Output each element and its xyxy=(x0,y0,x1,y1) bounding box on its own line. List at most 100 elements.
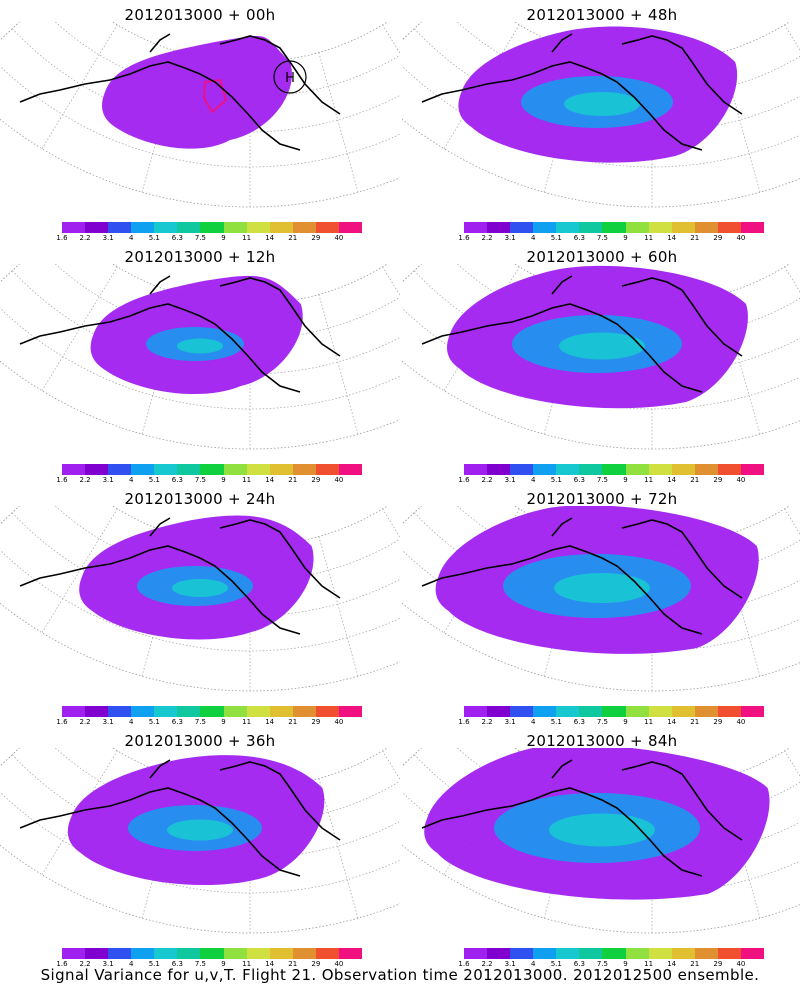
colorbar-swatch xyxy=(579,464,603,475)
colorbar-tick-label: 29 xyxy=(311,960,321,968)
colorbar-ticks: 1.6 2.2 3.1 4 5.1 6.3 7.5 9 11 14 21 29 40 xyxy=(458,234,764,244)
colorbar-swatch xyxy=(487,706,511,717)
colorbar xyxy=(464,464,765,475)
colorbar-tick-label: 40 xyxy=(736,718,746,726)
colorbar-tick-label: 21 xyxy=(690,718,700,726)
latitude-line xyxy=(456,264,800,340)
colorbar-swatch xyxy=(487,948,511,959)
colorbar-ticks: 1.6 2.2 3.1 4 5.1 6.3 7.5 9 11 14 21 29 40 xyxy=(56,960,362,970)
colorbar-tick-label: 9 xyxy=(221,718,226,726)
forecast-panel: 2012013000 + 12h 1.6 2.2 3.1 4 5.1 6.3 7.5 9 11 14… xyxy=(0,242,400,484)
meridian-line xyxy=(382,508,400,539)
colorbar-swatch xyxy=(740,222,765,233)
colorbar-tick-label: 14 xyxy=(265,234,275,242)
colorbar-swatch xyxy=(694,706,718,717)
latitude-line xyxy=(456,22,800,98)
colorbar-swatch xyxy=(85,948,109,959)
colorbar-tick-label: 1.6 xyxy=(458,234,470,242)
colorbar-swatch xyxy=(269,948,293,959)
colorbar-swatch xyxy=(602,222,626,233)
colorbar-tick-label: 14 xyxy=(265,718,275,726)
colorbar-tick-label: 2.2 xyxy=(79,476,91,484)
meridian-line xyxy=(318,52,359,193)
colorbar-swatch xyxy=(556,948,580,959)
colorbar-tick-label: 2.2 xyxy=(481,718,493,726)
colorbar-ticks: 1.6 2.2 3.1 4 5.1 6.3 7.5 9 11 14 21 29 40 xyxy=(56,476,362,486)
colorbar-tick-label: 11 xyxy=(242,234,252,242)
variance-field-high xyxy=(549,813,655,847)
colorbar-swatch xyxy=(338,948,363,959)
colorbar-swatch xyxy=(85,222,109,233)
colorbar-swatch xyxy=(556,464,580,475)
latitude-line xyxy=(0,791,400,894)
latitude-line xyxy=(54,22,400,98)
colorbar-tick-label: 40 xyxy=(334,718,344,726)
colorbar-tick-label: 11 xyxy=(644,234,654,242)
colorbar-swatch xyxy=(177,948,201,959)
colorbar-swatch xyxy=(200,464,224,475)
colorbar-swatch xyxy=(200,948,224,959)
forecast-panel: 2012013000 + 24h 1.6 2.2 3.1 4 5.1 6.3 7.5 9 11 14… xyxy=(0,484,400,726)
colorbar-tick-label: 2.2 xyxy=(79,234,91,242)
colorbar-tick-label: 21 xyxy=(288,476,298,484)
colorbar-swatch xyxy=(338,222,363,233)
colorbar-swatch xyxy=(510,948,534,959)
colorbar-swatch xyxy=(338,464,363,475)
colorbar-swatch xyxy=(246,706,270,717)
forecast-panel: 2012013000 + 36h 1.6 2.2 3.1 4 5.1 6.3 7.5 9 11 14… xyxy=(0,726,400,968)
colorbar-tick-label: 5.1 xyxy=(550,234,562,242)
colorbar-tick-label: 7.5 xyxy=(194,718,207,726)
colorbar-tick-label: 1.6 xyxy=(56,718,68,726)
colorbar-tick-label: 14 xyxy=(667,476,677,484)
colorbar-tick-label: 29 xyxy=(713,960,723,968)
colorbar-swatch xyxy=(269,222,293,233)
meridian-line xyxy=(0,264,20,283)
colorbar-tick-label: 29 xyxy=(713,476,723,484)
colorbar-swatch xyxy=(740,464,765,475)
latitude-line xyxy=(54,748,400,824)
variance-field-low xyxy=(102,36,292,149)
panel-title: 2012013000 + 00h xyxy=(124,6,276,24)
colorbar-tick-label: 5.1 xyxy=(550,718,562,726)
colorbar-tick-label: 1.6 xyxy=(458,718,470,726)
colorbar-tick-label: 3.1 xyxy=(102,476,114,484)
colorbar-swatch xyxy=(671,464,695,475)
colorbar-swatch xyxy=(223,222,247,233)
colorbar-swatch xyxy=(648,464,672,475)
colorbar xyxy=(62,222,363,233)
colorbar-tick-label: 6.3 xyxy=(171,234,183,242)
colorbar-swatch xyxy=(740,948,765,959)
colorbar-tick-label: 6.3 xyxy=(573,476,585,484)
colorbar-tick-label: 4 xyxy=(530,234,536,242)
colorbar-tick-label: 1.6 xyxy=(56,234,68,242)
colorbar-tick-label: 29 xyxy=(713,234,723,242)
colorbar-tick-label: 9 xyxy=(221,234,226,242)
coastline xyxy=(19,33,341,151)
colorbar-tick-label: 14 xyxy=(265,960,275,968)
colorbar-swatch xyxy=(108,222,132,233)
colorbar-swatch xyxy=(108,948,132,959)
colorbar-swatch xyxy=(223,706,247,717)
colorbar-swatch xyxy=(717,222,741,233)
colorbar-tick-label: 14 xyxy=(667,718,677,726)
coastline xyxy=(421,517,743,635)
colorbar-swatch xyxy=(717,464,741,475)
latitude-line xyxy=(402,65,800,168)
colorbar-swatch xyxy=(177,706,201,717)
forecast-panel: 2012013000 + 48h 1.6 2.2 3.1 4 5.1 6.3 7.5 9 11 14… xyxy=(402,0,800,242)
variance-field-high xyxy=(177,338,223,354)
colorbar-swatch xyxy=(292,464,316,475)
colorbar-ticks: 1.6 2.2 3.1 4 5.1 6.3 7.5 9 11 14 21 29 40 xyxy=(458,960,764,970)
colorbar-swatch xyxy=(671,706,695,717)
colorbar-tick-label: 5.1 xyxy=(550,476,562,484)
variance-map: H xyxy=(0,22,400,208)
meridian-line xyxy=(0,506,20,525)
meridian-line xyxy=(784,266,800,293)
colorbar-swatch xyxy=(510,706,534,717)
colorbar-tick-label: 29 xyxy=(311,476,321,484)
colorbar-swatch xyxy=(602,948,626,959)
variance-map xyxy=(402,22,800,208)
colorbar-swatch xyxy=(269,464,293,475)
colorbar-swatch xyxy=(648,706,672,717)
colorbar-swatch xyxy=(223,464,247,475)
